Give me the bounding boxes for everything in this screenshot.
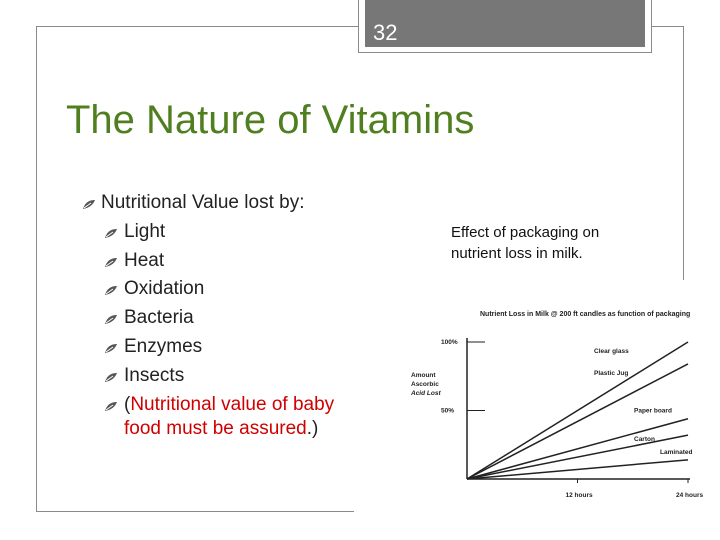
recycle-leaf-bullet-icon	[105, 286, 117, 295]
bullet-oxidation: Oxidation	[124, 278, 205, 299]
note-red-line1: Nutritional value of baby	[130, 394, 335, 415]
series-line	[466, 363, 689, 480]
recycle-leaf-bullet-icon	[105, 402, 117, 411]
bullet-note-line2: food must be assured.)	[124, 418, 318, 440]
series-line	[466, 417, 689, 480]
note-red-line2: food must be assured	[124, 418, 307, 439]
bullet-heat: Heat	[124, 250, 165, 271]
series-label: Clear glass	[594, 348, 629, 355]
bullet-enzymes: Enzymes	[124, 336, 203, 357]
y-tick-label: 50%	[441, 408, 454, 415]
chart-caption: Effect of packaging on nutrient loss in …	[451, 222, 599, 264]
bullet-insects: Insects	[124, 365, 185, 386]
chart-image: Nutrient Loss in Milk @ 200 ft candles a…	[354, 280, 720, 512]
series-line	[466, 434, 689, 480]
recycle-leaf-bullet-icon	[83, 200, 95, 209]
x-tick-label: 12 hours	[566, 492, 593, 499]
caption-line2: nutrient loss in milk.	[451, 245, 583, 262]
main-bullet: Nutritional Value lost by:	[101, 192, 305, 213]
series-label: Laminated	[660, 449, 693, 456]
chart-title: Nutrient Loss in Milk @ 200 ft candles a…	[480, 311, 690, 318]
recycle-leaf-bullet-icon	[105, 315, 117, 324]
x-tick-label: 24 hours	[676, 492, 703, 499]
series-label: Paper board	[634, 408, 672, 415]
caption-line1: Effect of packaging on	[451, 224, 600, 241]
series-label: Carton	[634, 436, 655, 443]
bullet-note-line1: (Nutritional value of baby	[124, 394, 334, 416]
series-line	[466, 459, 689, 480]
ylabel-line-2: Ascorbic	[411, 381, 439, 388]
recycle-leaf-bullet-icon	[105, 373, 117, 382]
slide-title: The Nature of Vitamins	[66, 98, 475, 142]
bullet-light: Light	[124, 221, 166, 242]
recycle-leaf-bullet-icon	[105, 344, 117, 353]
recycle-leaf-bullet-icon	[105, 229, 117, 238]
chart-svg: Nutrient Loss in Milk @ 200 ft candles a…	[410, 311, 703, 499]
bullet-bacteria: Bacteria	[124, 307, 194, 328]
y-tick-label: 100%	[441, 339, 458, 346]
ylabel-line-3: Acid Lost	[410, 390, 441, 397]
recycle-leaf-bullet-icon	[105, 258, 117, 267]
series-label: Plastic Jug	[594, 370, 628, 377]
slide-number: 32	[373, 20, 398, 45]
series-line	[466, 341, 689, 480]
ylabel-line-1: Amount	[411, 372, 436, 379]
note-suffix: .)	[306, 418, 319, 439]
slide-number-bar	[365, 0, 645, 47]
note-prefix: (	[124, 394, 131, 415]
